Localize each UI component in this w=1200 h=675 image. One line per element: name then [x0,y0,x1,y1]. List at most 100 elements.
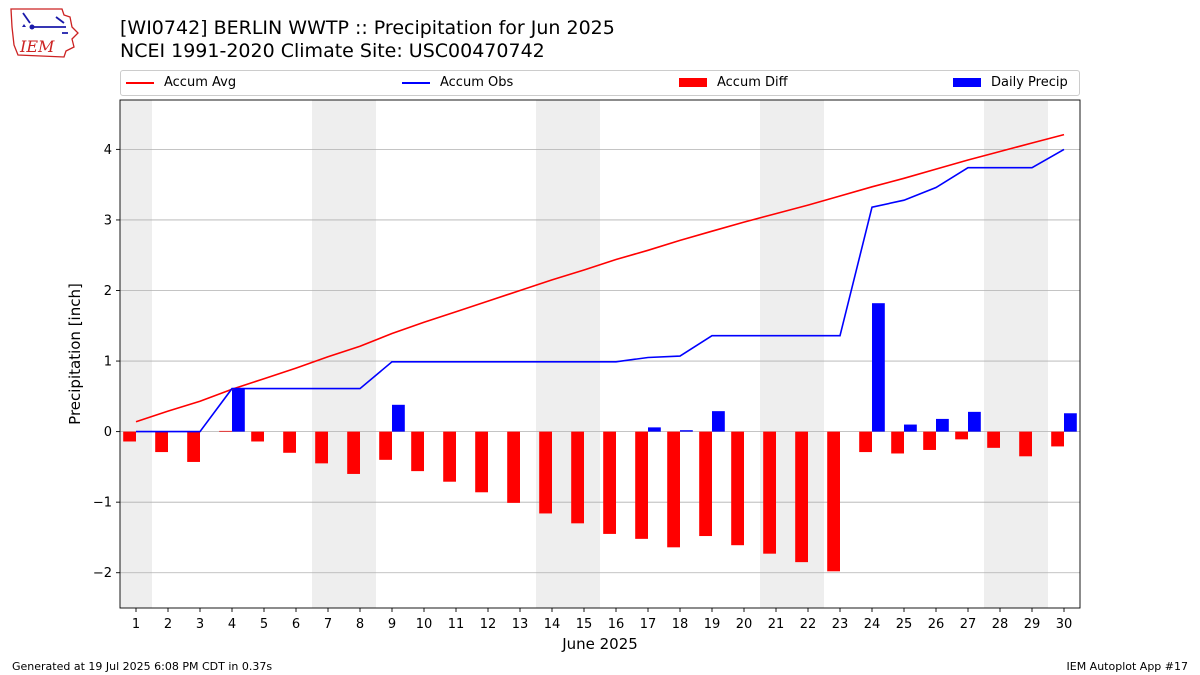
x-tick-label: 14 [544,617,561,632]
x-tick-label: 12 [480,617,497,632]
x-tick-label: 18 [672,617,689,632]
legend-label: Daily Precip [991,75,1068,90]
y-tick-label: 2 [104,284,112,299]
accum-diff-bar [251,431,264,442]
legend-item-accum-obs: Accum Obs [402,75,513,91]
accum-diff-bar [763,431,776,554]
legend-item-daily-precip: Daily Precip [953,75,1068,91]
daily-precip-bar [904,424,917,432]
logo-text: IEM [19,37,55,56]
chart-legend: Accum Avg Accum Obs Accum Diff Daily Precip [120,70,1080,96]
accum-diff-bar [283,431,296,453]
legend-label: Accum Obs [440,75,514,90]
daily-precip-bar [936,418,949,432]
accum-diff-bar [1019,431,1032,457]
weekend-shading [536,100,600,608]
accum-diff-bar [923,431,936,450]
x-tick-label: 1 [132,617,140,632]
accum-diff-bar [155,431,168,453]
app-credit: IEM Autoplot App #17 [1066,660,1189,673]
x-tick-label: 5 [260,617,268,632]
y-axis-label: Precipitation [inch] [66,283,84,425]
x-tick-label: 19 [704,617,721,632]
x-tick-label: 8 [356,617,364,632]
x-tick-label: 23 [832,617,849,632]
legend-swatch [953,78,981,87]
x-tick-label: 2 [164,617,172,632]
accum-diff-bar [315,431,328,464]
daily-precip-bar [232,388,245,432]
legend-item-accum-diff: Accum Diff [679,75,788,91]
legend-label: Accum Diff [717,75,788,90]
accum-diff-bar [507,431,520,503]
accum-diff-bar [219,430,232,432]
accum-diff-bar [187,431,200,462]
accum-diff-bar [411,431,424,472]
x-tick-label: 7 [324,617,332,632]
x-tick-label: 17 [640,617,657,632]
daily-precip-bar [680,430,693,432]
accum-diff-bar [539,431,552,514]
accum-diff-bar [603,431,616,534]
chart-title: [WI0742] BERLIN WWTP :: Precipitation fo… [120,17,615,39]
accum-diff-bar [731,431,744,546]
accum-diff-bar [1051,431,1064,447]
accum-diff-bar [379,431,392,460]
weekend-shading [312,100,376,608]
iem-logo-icon: IEM [10,8,79,58]
x-tick-label: 11 [448,617,465,632]
daily-precip-bar [392,404,405,432]
x-axis-label: June 2025 [561,635,638,653]
legend-item-accum-avg: Accum Avg [126,75,236,91]
y-tick-label: −1 [93,496,112,511]
accum-diff-bar [955,431,968,440]
accum-diff-bar [123,431,136,442]
accum-diff-bar [635,431,648,539]
x-tick-label: 30 [1056,617,1073,632]
x-tick-label: 24 [864,617,881,632]
x-tick-label: 9 [388,617,396,632]
plot-frame [119,99,1081,609]
accum-diff-bar [827,431,840,572]
x-tick-label: 25 [896,617,913,632]
y-tick-label: 4 [104,143,112,158]
generated-timestamp: Generated at 19 Jul 2025 6:08 PM CDT in … [12,660,273,673]
x-tick-label: 6 [292,617,300,632]
weekend-shading [120,100,152,608]
x-tick-label: 15 [576,617,593,632]
daily-precip-bar [872,303,885,432]
accum-diff-bar [859,431,872,453]
weekend-shading [984,100,1048,608]
x-tick-label: 13 [512,617,529,632]
x-tick-label: 3 [196,617,204,632]
legend-label: Accum Avg [164,75,237,90]
series-line-accum-avg [135,133,1065,423]
x-tick-label: 20 [736,617,753,632]
chart-subtitle: NCEI 1991-2020 Climate Site: USC00470742 [120,40,545,62]
daily-precip-bar [968,411,981,432]
y-tick-label: 0 [104,425,112,440]
daily-precip-bar [712,411,725,432]
x-tick-label: 16 [608,617,625,632]
legend-swatch [126,81,154,84]
accum-diff-bar [667,431,680,548]
accum-diff-bar [347,431,360,474]
y-tick-label: 1 [104,355,112,370]
accum-diff-bar [443,431,456,482]
accum-diff-bar [699,431,712,537]
x-tick-label: 27 [960,617,977,632]
legend-swatch [402,81,430,84]
daily-precip-bar [1064,413,1077,432]
accum-diff-bar [891,431,904,454]
accum-diff-bar [987,431,1000,448]
legend-swatch [679,78,707,87]
series-line-accum-obs [136,148,1065,433]
daily-precip-bar [648,427,661,432]
y-tick-label: −2 [93,566,112,581]
x-tick-label: 26 [928,617,945,632]
x-tick-label: 29 [1024,617,1041,632]
x-tick-label: 10 [416,617,433,632]
y-tick-label: 3 [104,213,112,228]
x-tick-label: 4 [228,617,236,632]
